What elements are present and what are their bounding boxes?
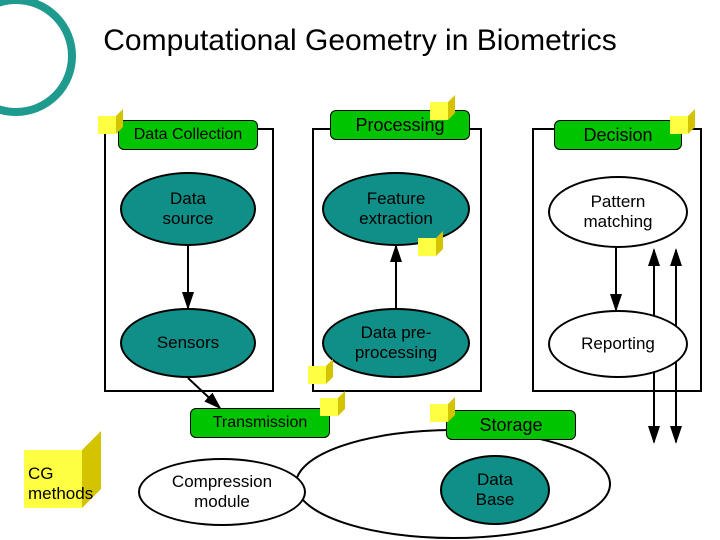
cg-marker-cube — [418, 238, 436, 256]
oval-compression: Compression module — [138, 458, 306, 526]
oval-feature: Feature extraction — [322, 172, 470, 246]
cg-marker-cube — [670, 116, 688, 134]
oval-preproc: Data pre- processing — [322, 308, 470, 378]
page-title: Computational Geometry in Biometrics — [0, 24, 720, 58]
oval-data-source: Data source — [120, 172, 256, 246]
cg-marker-cube — [430, 102, 448, 120]
oval-pattern: Pattern matching — [548, 176, 688, 248]
diagram-stage: Computational Geometry in Biometrics Dat… — [0, 0, 720, 540]
cg-marker-cube — [320, 398, 338, 416]
bar-data-collection: Data Collection — [118, 120, 258, 150]
oval-reporting: Reporting — [548, 310, 688, 378]
bar-transmission: Transmission — [190, 408, 330, 438]
cg-marker-cube — [308, 366, 326, 384]
cg-marker-cube — [430, 404, 448, 422]
bar-decision: Decision — [554, 120, 682, 150]
slide-ring-ornament — [0, 0, 76, 116]
cg-methods-label: CGmethods — [28, 464, 93, 504]
bar-storage: Storage — [446, 410, 576, 440]
cg-marker-cube — [98, 116, 116, 134]
oval-sensors: Sensors — [120, 308, 256, 378]
oval-database: Data Base — [440, 455, 550, 525]
